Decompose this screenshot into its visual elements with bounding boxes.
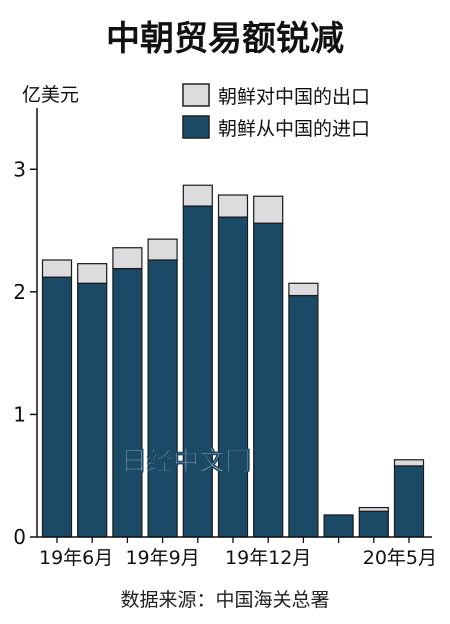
y-tick-label: 0 xyxy=(13,525,26,549)
y-tick-label: 3 xyxy=(13,157,26,181)
bar-import xyxy=(147,259,178,538)
bar-import xyxy=(182,205,213,538)
bar-import xyxy=(112,267,143,538)
legend-swatch-export xyxy=(182,83,210,107)
bar-import xyxy=(358,510,389,538)
x-tick-label: 19年12月 xyxy=(225,547,311,569)
chart-title: 中朝贸易额锐减 xyxy=(106,19,344,59)
x-tick-label: 19年9月 xyxy=(125,547,199,569)
bar-import xyxy=(217,216,249,538)
bar-export xyxy=(147,238,178,261)
x-tick-label: 20年5月 xyxy=(363,547,437,569)
bar-export xyxy=(112,247,143,270)
bar-export xyxy=(182,184,213,207)
bar-export xyxy=(288,282,319,297)
bar-export xyxy=(393,459,425,467)
bars xyxy=(41,184,425,538)
bar-import xyxy=(77,282,108,538)
bar-import xyxy=(253,222,284,538)
bar-import xyxy=(288,294,319,538)
y-axis-label: 亿美元 xyxy=(22,84,79,106)
legend: 朝鲜对中国的出口 朝鲜从中国的进口 xyxy=(182,83,370,140)
x-axis-ticks: 19年6月 19年9月 19年12月 20年5月 xyxy=(39,537,437,569)
bar-import xyxy=(41,276,73,538)
bar-import xyxy=(393,465,425,538)
bar-import xyxy=(323,514,354,538)
watermark: 日经中文网 xyxy=(121,446,251,477)
bar-export xyxy=(217,194,249,218)
y-tick-label: 1 xyxy=(13,402,26,426)
bar-export xyxy=(253,195,284,224)
bar-export xyxy=(358,506,389,512)
source-note: 数据来源：中国海关总署 xyxy=(120,589,329,611)
bar-export xyxy=(77,263,108,284)
x-tick-label: 19年6月 xyxy=(39,547,113,569)
legend-label-import: 朝鲜从中国的进口 xyxy=(218,118,370,140)
y-axis-ticks: 0 1 2 3 xyxy=(13,157,37,549)
bar-export xyxy=(41,259,73,278)
legend-label-export: 朝鲜对中国的出口 xyxy=(218,86,370,108)
legend-swatch-import xyxy=(182,115,210,139)
y-tick-label: 2 xyxy=(13,280,26,304)
